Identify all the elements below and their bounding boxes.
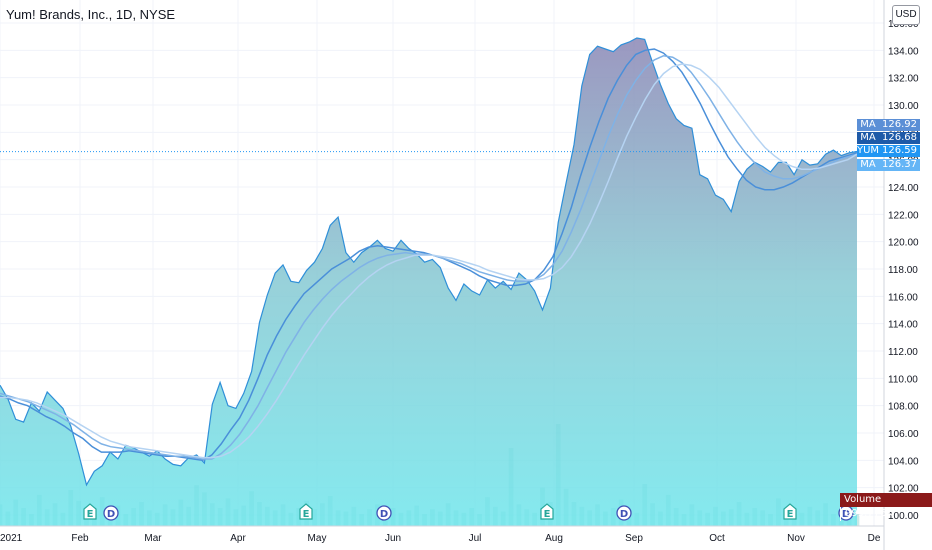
price-area-fill: [0, 38, 857, 526]
price-tag-value: 126.59: [882, 145, 917, 156]
earnings-marker: [299, 503, 313, 520]
price-tag-key: MA: [860, 132, 876, 143]
y-tick-label: 108.00: [888, 402, 919, 413]
y-tick-label: 124.00: [888, 183, 919, 194]
y-tick-label: 120.00: [888, 238, 919, 249]
x-tick-label: 2021: [0, 533, 23, 544]
y-tick-label: 102.00: [888, 484, 919, 495]
price-tag-key: MA: [860, 159, 876, 170]
y-tick-label: 112.00: [888, 347, 918, 358]
y-tick-label: 114.00: [888, 320, 918, 331]
x-tick-label: Feb: [71, 533, 89, 544]
volume-label: Volume: [844, 494, 882, 505]
y-tick-label: 118.00: [888, 265, 918, 276]
y-tick-label: 104.00: [888, 456, 919, 467]
price-tag: MA 126.37: [857, 159, 920, 171]
x-tick-label: May: [308, 533, 327, 544]
marker-label: D: [842, 509, 850, 520]
y-tick-label: 134.00: [888, 46, 919, 57]
y-tick-label: 132.00: [888, 74, 919, 85]
y-tick-label: 110.00: [888, 374, 918, 385]
earnings-marker: [83, 503, 97, 520]
dividend-marker: [376, 505, 392, 521]
x-tick-label: Apr: [230, 533, 246, 544]
x-tick-label: Sep: [625, 533, 643, 544]
chart-title: Yum! Brands, Inc., 1D, NYSE: [6, 7, 176, 22]
x-tick-label: De: [868, 533, 881, 544]
dividend-marker: [616, 505, 632, 521]
x-tick-label: Mar: [144, 533, 162, 544]
x-tick-label: Jul: [469, 533, 482, 544]
marker-label: D: [107, 509, 115, 520]
dividend-marker: [103, 505, 119, 521]
y-tick-label: 116.00: [888, 292, 918, 303]
price-tag-key: MA: [860, 119, 876, 130]
y-tick-label: 106.00: [888, 429, 919, 440]
price-tag-key: YUM: [857, 145, 880, 156]
marker-label: E: [787, 509, 794, 520]
marker-label: D: [380, 509, 388, 520]
price-tag-value: 126.37: [882, 159, 917, 170]
currency-button[interactable]: USD: [892, 5, 920, 25]
marker-label: E: [87, 509, 94, 520]
y-tick-label: 100.00: [888, 511, 919, 522]
ma-line: [0, 63, 858, 459]
price-tag: MA 126.68: [857, 132, 920, 144]
price-tag-value: 126.68: [882, 132, 917, 143]
volume-tag: Volume 999.776K: [840, 493, 932, 521]
x-tick-label: Oct: [709, 533, 725, 544]
marker-label: E: [303, 509, 310, 520]
y-tick-label: 130.00: [888, 101, 919, 112]
event-markers[interactable]: EDEDEDED: [83, 503, 854, 521]
marker-label: D: [620, 509, 628, 520]
earnings-marker: [540, 503, 554, 520]
price-tag: YUM 126.59: [857, 145, 920, 157]
marker-label: E: [544, 509, 551, 520]
price-tag-value: 126.92: [882, 119, 917, 130]
price-tag: MA 126.92: [857, 119, 920, 131]
price-area: [0, 37, 858, 526]
earnings-marker: [783, 503, 797, 520]
moving-averages: [0, 48, 858, 462]
x-tick-label: Aug: [545, 533, 563, 544]
x-tick-label: Nov: [787, 533, 805, 544]
x-tick-label: Jun: [385, 533, 401, 544]
y-tick-label: 122.00: [888, 210, 919, 221]
volume-value: 999.776K: [840, 507, 897, 521]
